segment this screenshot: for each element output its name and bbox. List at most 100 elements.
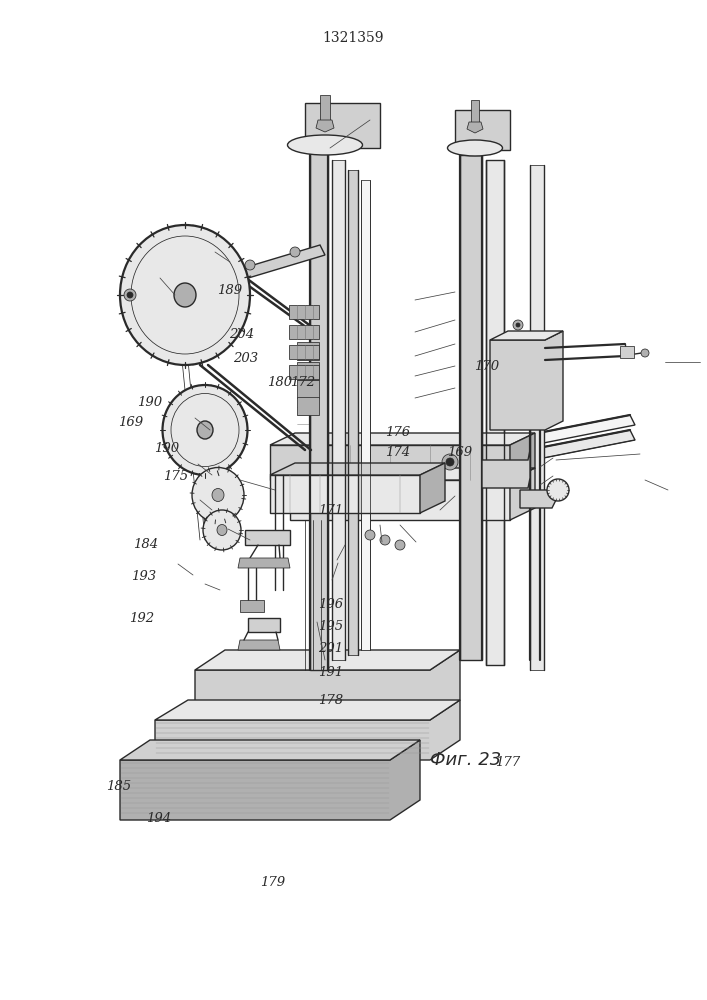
Circle shape [365, 530, 375, 540]
Bar [530, 165, 544, 670]
Circle shape [380, 535, 390, 545]
Bar [332, 160, 345, 660]
Polygon shape [120, 740, 420, 760]
Polygon shape [350, 415, 635, 480]
Polygon shape [520, 482, 556, 508]
Text: 190: 190 [153, 442, 179, 454]
Text: 172: 172 [290, 375, 315, 388]
Circle shape [516, 323, 520, 327]
Bar [289, 305, 319, 319]
Bar [348, 170, 358, 655]
Text: 170: 170 [474, 360, 499, 372]
Polygon shape [155, 700, 460, 760]
Ellipse shape [163, 385, 247, 475]
Text: 189: 189 [217, 284, 243, 296]
Polygon shape [238, 640, 280, 650]
Text: 177: 177 [495, 756, 520, 768]
Ellipse shape [188, 225, 198, 365]
Bar [471, 100, 479, 122]
Text: 196: 196 [318, 597, 344, 610]
Text: 176: 176 [385, 426, 410, 438]
Ellipse shape [212, 488, 224, 502]
Text: 171: 171 [318, 504, 344, 516]
Bar [297, 342, 319, 360]
Polygon shape [195, 650, 460, 720]
Text: 184: 184 [133, 538, 158, 552]
Polygon shape [270, 475, 420, 513]
Bar [297, 362, 319, 380]
Text: 169: 169 [447, 446, 472, 458]
Polygon shape [490, 331, 563, 430]
Text: 169: 169 [118, 416, 144, 428]
Polygon shape [467, 122, 483, 133]
Ellipse shape [192, 468, 244, 522]
Ellipse shape [174, 283, 196, 307]
Bar [455, 110, 510, 150]
Text: 195: 195 [318, 619, 344, 633]
Polygon shape [290, 480, 510, 520]
Ellipse shape [197, 421, 213, 439]
Bar [297, 397, 319, 415]
Text: 194: 194 [146, 812, 172, 824]
Text: 180: 180 [267, 375, 292, 388]
Polygon shape [120, 740, 420, 820]
Bar [289, 345, 319, 359]
Bar [305, 103, 380, 148]
Polygon shape [240, 600, 264, 612]
Bar [289, 325, 319, 339]
Polygon shape [245, 530, 290, 545]
Text: 192: 192 [129, 611, 154, 624]
Polygon shape [350, 430, 635, 495]
Ellipse shape [217, 524, 227, 536]
Polygon shape [270, 445, 510, 480]
Circle shape [290, 247, 300, 257]
Text: 191: 191 [318, 666, 344, 678]
Circle shape [513, 320, 523, 330]
Text: 178: 178 [318, 694, 344, 706]
Ellipse shape [448, 140, 503, 156]
Circle shape [245, 260, 255, 270]
Polygon shape [270, 463, 445, 475]
Bar [620, 346, 634, 358]
Circle shape [395, 540, 405, 550]
Bar [361, 180, 370, 650]
Polygon shape [220, 245, 325, 285]
Circle shape [442, 454, 458, 470]
Bar [486, 160, 504, 665]
Ellipse shape [203, 510, 241, 550]
Polygon shape [195, 650, 460, 670]
Bar [460, 155, 482, 660]
Ellipse shape [547, 479, 569, 501]
Polygon shape [220, 270, 230, 285]
Polygon shape [290, 468, 535, 480]
Polygon shape [248, 618, 280, 632]
Ellipse shape [120, 225, 250, 365]
Polygon shape [238, 558, 290, 568]
Text: 204: 204 [229, 328, 255, 340]
Circle shape [124, 289, 136, 301]
Polygon shape [155, 700, 460, 720]
Polygon shape [510, 468, 535, 520]
Bar [297, 380, 319, 398]
Polygon shape [420, 463, 445, 513]
Text: 193: 193 [131, 570, 156, 582]
Text: 1321359: 1321359 [322, 31, 384, 45]
Text: 185: 185 [106, 780, 132, 792]
Text: 203: 203 [233, 352, 259, 364]
Circle shape [641, 349, 649, 357]
Text: 175: 175 [163, 471, 188, 484]
Polygon shape [490, 331, 563, 340]
Bar [320, 95, 330, 120]
Polygon shape [316, 120, 334, 132]
Text: 174: 174 [385, 446, 410, 458]
Text: 179: 179 [259, 876, 285, 890]
Circle shape [127, 292, 133, 298]
Text: 190: 190 [137, 395, 163, 408]
Bar [310, 150, 328, 670]
Text: Фиг. 23: Фиг. 23 [430, 751, 501, 769]
Polygon shape [270, 433, 535, 445]
Text: 201: 201 [318, 642, 344, 654]
Circle shape [446, 458, 454, 466]
Polygon shape [482, 450, 530, 488]
Ellipse shape [207, 385, 215, 475]
